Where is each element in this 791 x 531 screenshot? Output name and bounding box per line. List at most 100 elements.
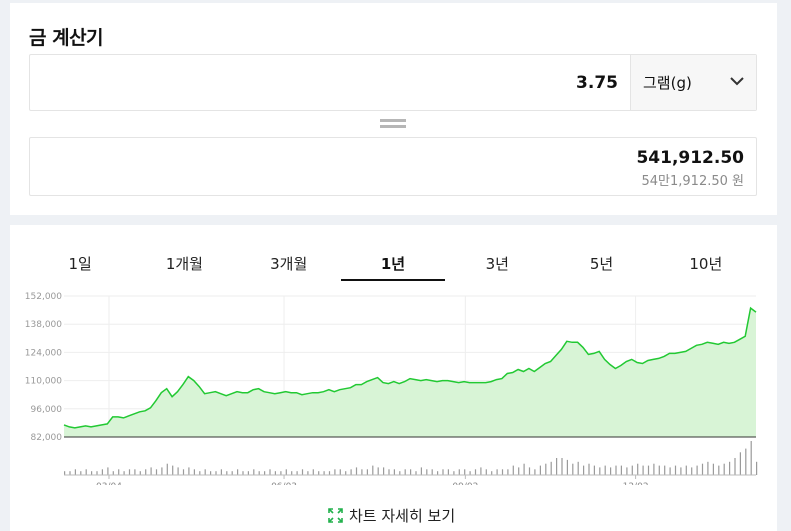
volume-bar (599, 467, 601, 475)
y-tick-label: 124,000 (25, 348, 62, 358)
price-area (64, 308, 756, 437)
volume-bar (69, 471, 71, 475)
volume-bar (620, 465, 622, 475)
volume-bar (518, 467, 520, 475)
y-tick-label: 110,000 (25, 377, 62, 387)
tab-10year[interactable]: 10년 (689, 255, 723, 273)
tab-5year[interactable]: 5년 (589, 255, 614, 273)
volume-bar (166, 463, 168, 475)
volume-bar (269, 469, 271, 475)
volume-bar (734, 458, 736, 475)
x-tick-label: 09/02 (452, 482, 478, 485)
volume-bar (593, 465, 595, 475)
volume-bar (155, 469, 158, 475)
volume-bar (383, 467, 385, 475)
tab-3month[interactable]: 3개월 (270, 255, 308, 273)
unit-select[interactable]: 그램(g) (630, 55, 756, 110)
volume-bar (96, 471, 98, 475)
quantity-input[interactable] (218, 55, 618, 110)
volume-bar (431, 469, 433, 475)
volume-bar (583, 465, 585, 475)
volume-bar (680, 467, 682, 475)
volume-bar (701, 463, 704, 475)
volume-bar (345, 471, 347, 475)
volume-bar (426, 469, 428, 475)
volume-bar (756, 461, 758, 475)
price-line (63, 306, 757, 429)
volume-bar (556, 458, 558, 475)
tab-3year[interactable]: 3년 (485, 255, 509, 273)
volume-bar (545, 463, 547, 475)
volume-bar (199, 471, 201, 475)
volume-bar (507, 469, 509, 475)
unit-label: 그램(g) (643, 74, 692, 92)
volume-bar (388, 469, 390, 475)
volume-bar (604, 465, 606, 475)
volume-bar (161, 467, 163, 475)
result-box: 541,912.50 54만1,912.50 원 (29, 137, 757, 196)
volume-bar (301, 469, 304, 475)
volume-bar (372, 465, 374, 475)
volume-bar (231, 471, 233, 475)
volume-bar (534, 469, 536, 475)
volume-bar (572, 463, 574, 475)
tab-1month[interactable]: 1개월 (165, 255, 203, 273)
volume-bar (107, 467, 109, 475)
price-chart[interactable]: 152,000 138,000 124,000 110,000 96,000 82,000… (10, 285, 777, 485)
tab-1day[interactable]: 1일 (68, 255, 92, 273)
volume-bar (420, 467, 422, 475)
volume-bar (188, 467, 190, 475)
volume-bar (691, 467, 693, 475)
tab-1year[interactable]: 1년 (340, 242, 446, 281)
quantity-field-wrap (30, 55, 630, 110)
period-tabs: 1일 1개월 3개월 1년 3년 5년 10년 (28, 242, 758, 281)
chart-detail-link[interactable]: 차트 자세히 보기 (328, 505, 455, 526)
volume-bar (642, 465, 644, 475)
volume-bar (177, 467, 179, 475)
expand-icon (328, 508, 343, 523)
volume-bar (528, 467, 531, 475)
chart-card: 1일 1개월 3개월 1년 3년 5년 10년 152,000 138,000 12… (10, 225, 777, 531)
volume-bar (658, 465, 660, 475)
volume-bar (91, 471, 93, 475)
x-tick-label: 12/02 (623, 482, 649, 485)
volume-bar (318, 471, 320, 475)
volume-bar (566, 459, 568, 475)
volume-bar (123, 471, 125, 475)
volume-bar (253, 469, 255, 475)
result-korean: 54만1,912.50 원 (641, 174, 745, 189)
volume-bar (361, 469, 363, 475)
volume-bar (750, 441, 752, 475)
volume-bar (464, 469, 466, 475)
volume-bar (350, 469, 352, 475)
volume-bar (145, 469, 147, 475)
volume-bar (101, 469, 103, 475)
volume-bar (399, 471, 401, 475)
volume-bar (723, 463, 725, 475)
volume-bar (226, 471, 228, 475)
chevron-down-icon (730, 77, 744, 86)
volume-bar (707, 461, 709, 475)
volume-bar (647, 465, 650, 475)
volume-bar (674, 465, 677, 475)
y-tick-label: 152,000 (25, 292, 62, 302)
volume-bar (637, 463, 639, 475)
volume-bar (729, 461, 731, 475)
volume-bar (474, 469, 477, 475)
volume-bar (215, 471, 217, 475)
chart-detail-label: 차트 자세히 보기 (349, 507, 456, 525)
y-tick-label: 82,000 (31, 433, 63, 443)
volume-bar (312, 469, 314, 475)
volume-bar (258, 471, 260, 475)
volume-bar (745, 448, 747, 475)
volume-bar (491, 471, 493, 475)
volume-bar (247, 471, 249, 475)
volume-bar (377, 467, 379, 475)
volume-bar (193, 469, 195, 475)
volume-bar (577, 461, 579, 475)
volume-bar (139, 471, 141, 475)
volume-bar (264, 471, 266, 475)
y-tick-label: 96,000 (31, 405, 63, 415)
volume-bar (307, 471, 309, 475)
volume-bar (85, 469, 87, 475)
